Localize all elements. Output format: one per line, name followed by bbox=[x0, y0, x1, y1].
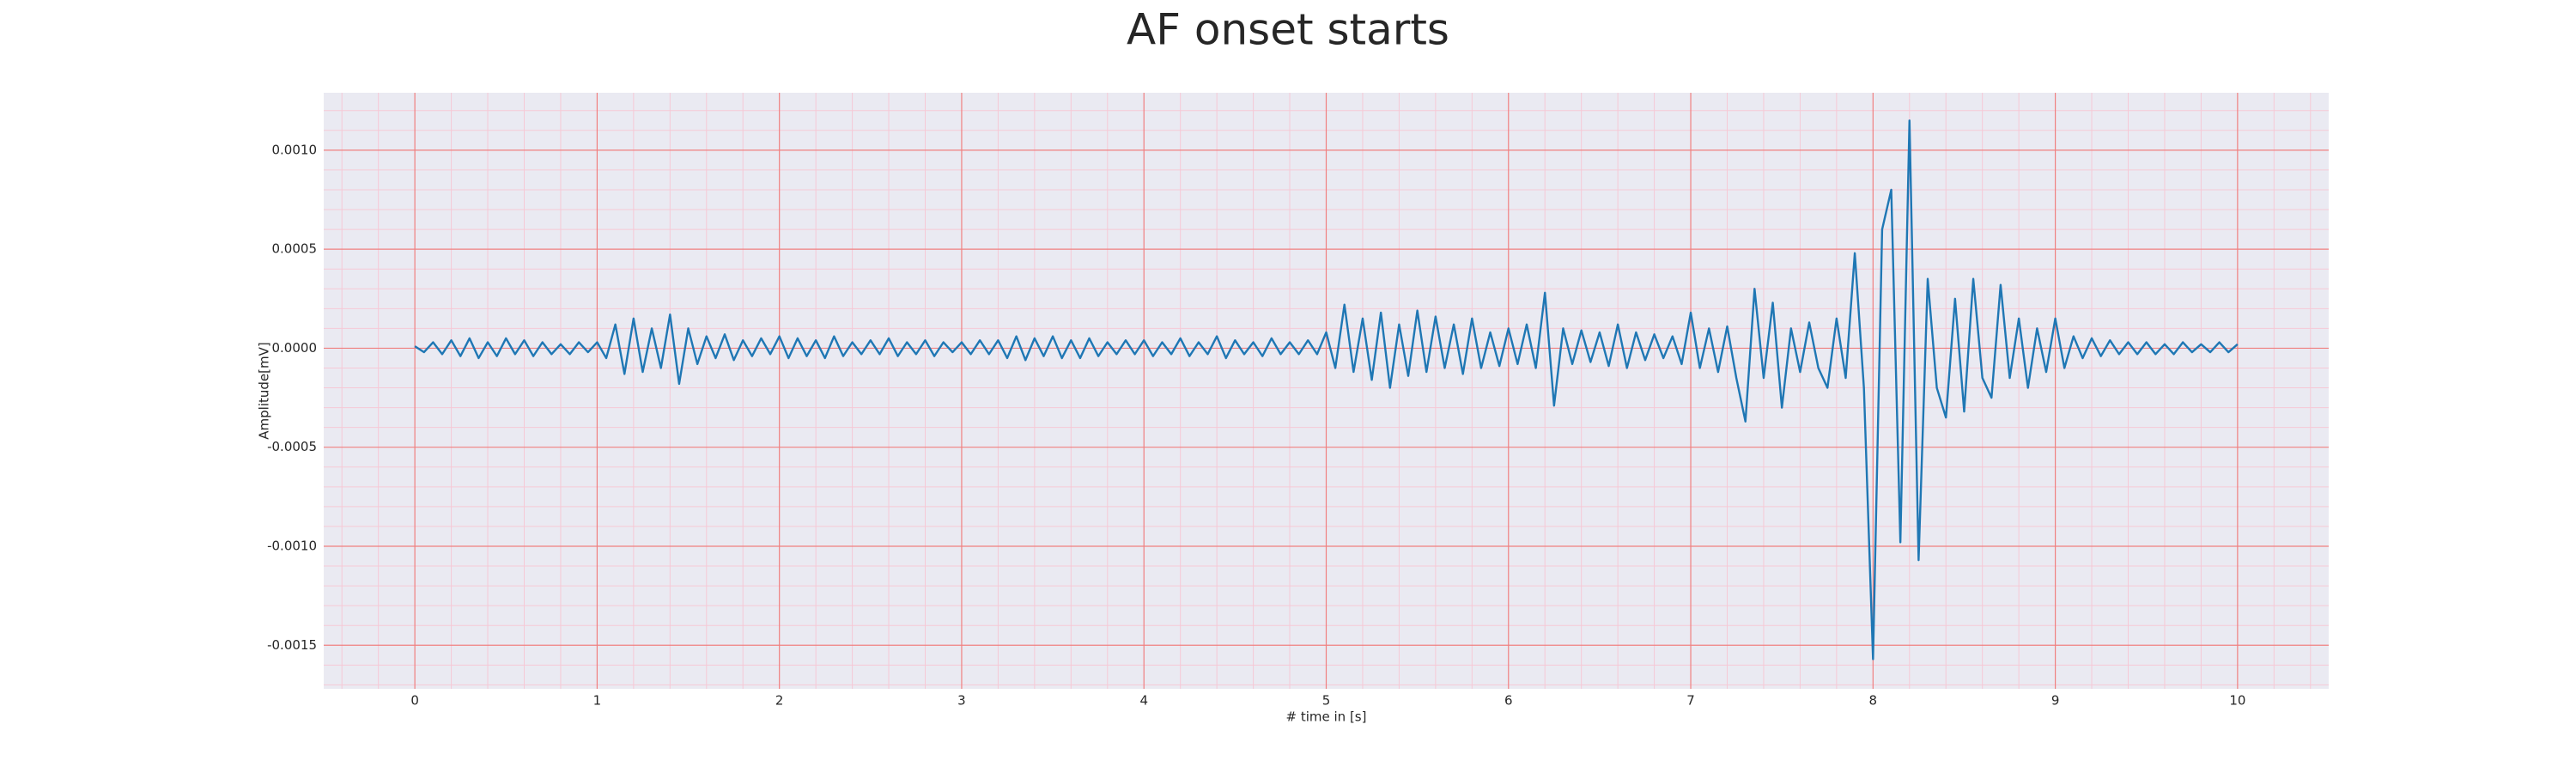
signal-line bbox=[414, 119, 2239, 660]
chart-title: AF onset starts bbox=[1127, 5, 1449, 55]
y-tick-label: -0.0015 bbox=[267, 637, 317, 653]
x-tick-label: 3 bbox=[957, 693, 966, 709]
y-tick-label: -0.0010 bbox=[267, 538, 317, 553]
y-tick-label: -0.0005 bbox=[267, 439, 317, 454]
y-tick-label: 0.0000 bbox=[272, 340, 318, 356]
x-tick-label: 5 bbox=[1322, 693, 1331, 709]
x-axis-label: # time in [s] bbox=[1286, 709, 1367, 725]
x-tick-label: 9 bbox=[2051, 693, 2060, 709]
x-tick-label: 1 bbox=[593, 693, 602, 709]
y-tick-label: 0.0005 bbox=[272, 241, 318, 257]
x-tick-label: 7 bbox=[1686, 693, 1695, 709]
x-tick-label: 6 bbox=[1504, 693, 1513, 709]
y-tick-label: 0.0010 bbox=[272, 142, 318, 157]
x-tick-label: 0 bbox=[410, 693, 419, 709]
x-tick-label: 8 bbox=[1869, 693, 1878, 709]
y-axis-label: Amplitude[mV] bbox=[257, 342, 272, 439]
x-tick-label: 10 bbox=[2229, 693, 2245, 709]
x-tick-label: 2 bbox=[775, 693, 784, 709]
x-tick-label: 4 bbox=[1139, 693, 1148, 709]
